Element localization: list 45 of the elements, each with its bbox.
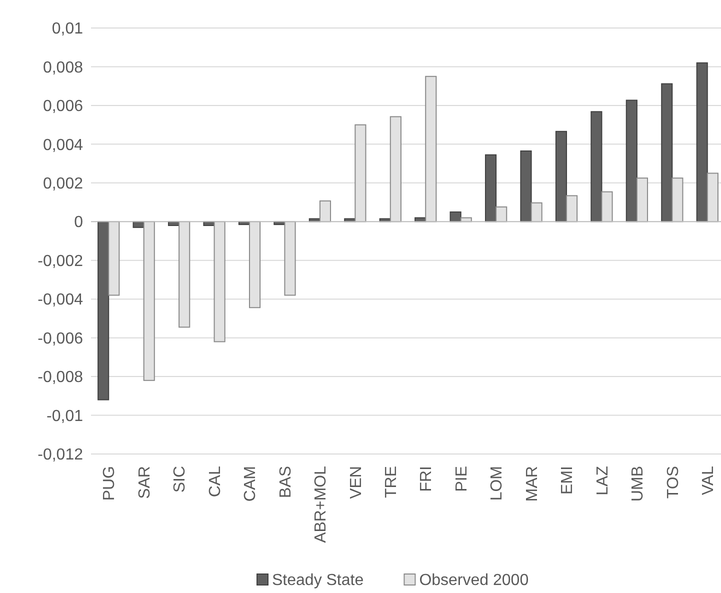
- x-tick-label: EMI: [559, 466, 576, 494]
- x-tick-label: TOS: [664, 466, 682, 499]
- x-tick-label: UMB: [630, 466, 647, 502]
- x-tick-label: SIC: [172, 466, 189, 493]
- bar: [319, 200, 332, 222]
- legend-label: Steady State: [272, 572, 364, 589]
- y-tick-label: 0,002: [42, 176, 84, 193]
- x-tick-label: CAL: [206, 466, 224, 498]
- x-tick-label: VAL: [700, 466, 717, 496]
- x-tick-label: VEN: [348, 466, 365, 499]
- x-tick-label: ABR+MOL: [312, 466, 330, 543]
- y-tick-label: 0,004: [42, 136, 84, 154]
- bar: [661, 83, 673, 222]
- y-tick-label: 0,008: [42, 59, 84, 76]
- bar: [520, 150, 532, 222]
- x-tick-label: LOM: [488, 466, 506, 501]
- bar: [484, 154, 497, 222]
- y-tick-label: -0,006: [38, 330, 84, 348]
- bar: [530, 202, 542, 222]
- y-tick-label: -0,004: [38, 292, 84, 309]
- bar: [566, 195, 578, 222]
- x-tick-label: SAR: [136, 466, 154, 499]
- x-tick-label: MAR: [524, 466, 541, 502]
- y-tick-label: -0,008: [38, 369, 84, 386]
- y-tick-label: 0: [74, 214, 84, 232]
- x-tick-label: PIE: [453, 466, 470, 492]
- bar: [590, 111, 602, 222]
- bar: [626, 100, 638, 222]
- y-tick-label: 0,006: [42, 98, 84, 116]
- bar: [696, 62, 708, 222]
- y-tick-label: -0,01: [46, 408, 84, 425]
- x-tick-label: FRI: [418, 466, 436, 492]
- x-tick-label: TRE: [382, 466, 400, 498]
- x-tick-label: CAM: [242, 466, 260, 502]
- x-tick-label: LAZ: [594, 466, 612, 496]
- x-tick-label: BAS: [277, 466, 294, 498]
- x-tick-label: PUG: [101, 466, 118, 501]
- bar: [555, 130, 567, 222]
- bar: [98, 221, 110, 400]
- y-tick-label: -0,012: [38, 446, 84, 464]
- legend-label: Observed 2000: [419, 572, 529, 589]
- y-tick-label: 0,01: [52, 20, 84, 38]
- y-tick-label: -0,002: [38, 252, 84, 270]
- bar: [496, 206, 508, 222]
- bar: [601, 191, 613, 222]
